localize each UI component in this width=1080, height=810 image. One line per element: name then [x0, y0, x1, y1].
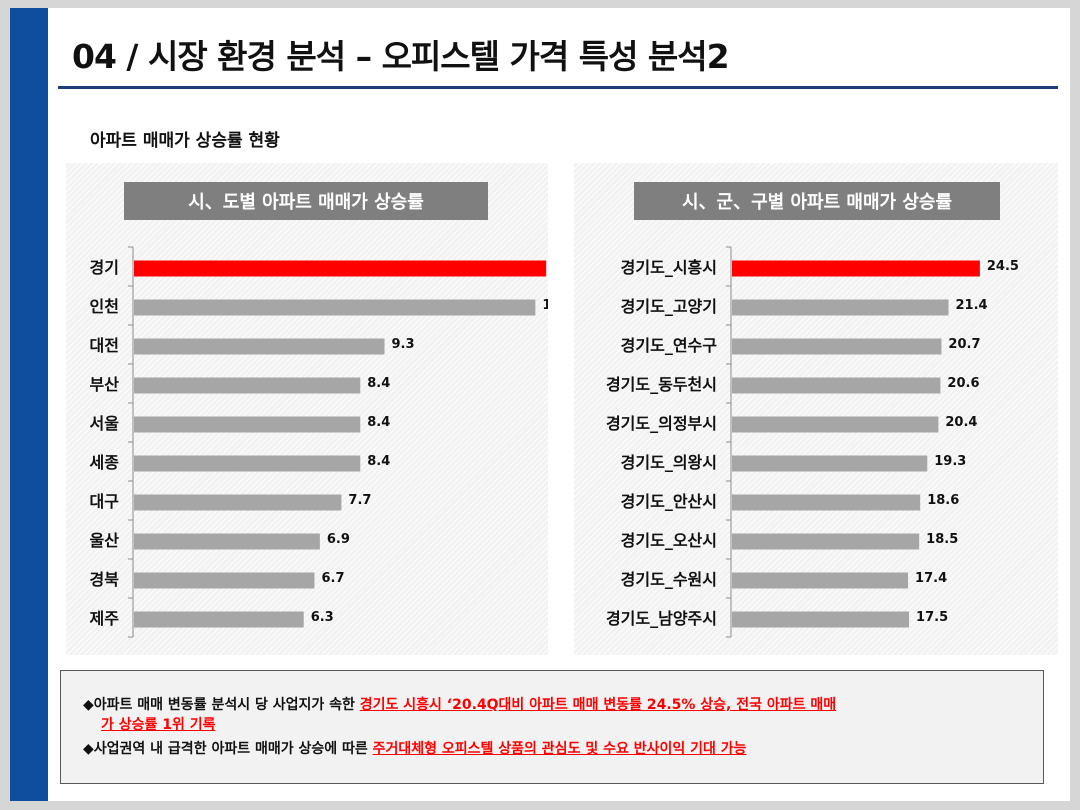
- summary-note-box: ◆아파트 매매 변동률 분석시 당 사업지가 속한 경기도 시흥시 ‘20.4Q…: [60, 670, 1044, 784]
- note-highlight: 경기도 시흥시 ‘20.4Q대비 아파트 매매 변동률 24.5% 상승, 전국…: [359, 697, 837, 713]
- category-label: 대전: [90, 336, 119, 355]
- chart-title: 시、군、구별 아파트 매매가 상승률: [634, 182, 1000, 220]
- bullet-icon: ◆: [83, 697, 94, 713]
- bar: [134, 611, 304, 628]
- bar: [732, 533, 920, 550]
- bar: [134, 260, 547, 277]
- data-label: 8.4: [367, 415, 390, 430]
- bar: [134, 416, 361, 433]
- category-label: 경기도_시흥시: [621, 258, 717, 277]
- category-label: 경기도_의왕시: [621, 453, 717, 472]
- note-line-1: ◆아파트 매매 변동률 분석시 당 사업지가 속한 경기도 시흥시 ‘20.4Q…: [83, 695, 1033, 735]
- data-label: 7.7: [348, 493, 371, 508]
- data-label: 9.3: [392, 337, 415, 352]
- note-text: 아파트 매매 변동률 분석시 당 사업지가 속한: [93, 697, 360, 713]
- category-label: 인천: [90, 297, 119, 316]
- note-highlight-continued: 가 상승률 1위 기록: [101, 717, 216, 733]
- bar: [134, 377, 361, 394]
- category-label: 제주: [90, 609, 120, 628]
- bar: [732, 455, 928, 472]
- category-label: 경북: [90, 570, 120, 589]
- data-label: 17.5: [916, 610, 948, 625]
- category-label: 경기: [90, 258, 119, 277]
- data-label: 6.9: [327, 532, 350, 547]
- category-label: 부산: [90, 375, 120, 394]
- bar: [732, 611, 910, 628]
- data-label: 19.3: [934, 454, 966, 469]
- section-subtitle: 아파트 매매가 상승률 현황: [90, 131, 280, 151]
- category-label: 경기도_고양기: [621, 297, 717, 316]
- category-label: 경기도_수원시: [621, 570, 717, 589]
- bar-chart-province: 경기15.3인천14.9대전9.3부산8.4서울8.4세종8.4대구7.7울산6…: [90, 246, 548, 638]
- category-label: 경기도_안산시: [621, 492, 717, 511]
- bar: [732, 260, 980, 277]
- data-label: 18.6: [927, 493, 959, 508]
- bar: [732, 299, 949, 316]
- data-label: 21.4: [956, 298, 988, 313]
- category-label: 울산: [90, 531, 120, 550]
- chart-panel-district: 시、군、구별 아파트 매매가 상승률 경기도_시흥시 24.5 경기도_고양기 21.…: [574, 163, 1058, 655]
- data-label: 18.5: [926, 532, 958, 547]
- category-label: 경기도_연수구: [621, 336, 718, 355]
- category-label: 경기도_남양주시: [606, 609, 717, 628]
- left-accent-bar: [10, 8, 48, 801]
- note-highlight: 주거대체형 오피스텔 상품의 관심도 및 수요 반사이익 기대 가능: [372, 741, 747, 757]
- note-text: 사업권역 내 급격한 아파트 매매가 상승에 따른: [93, 741, 373, 757]
- category-label: 세종: [90, 453, 120, 472]
- bar-chart-district: 경기도_시흥시 24.5 경기도_고양기 21.4 경기도_연수구 20.7 경기도_동두천…: [606, 246, 1019, 638]
- data-label: 20.4: [945, 415, 977, 430]
- category-label: 경기도_의정부시: [606, 414, 717, 433]
- bullet-icon: ◆: [83, 741, 94, 757]
- bar: [134, 455, 361, 472]
- bar: [732, 377, 941, 394]
- page-title: 04 / 시장 환경 분석 – 오피스텔 가격 특성 분석2: [72, 37, 730, 76]
- bar: [732, 338, 942, 355]
- chart-panel-province: 시、도별 아파트 매매가 상승률 경기15.3인천14.9대전9.3부산8.4서…: [66, 163, 548, 655]
- bar: [732, 494, 921, 511]
- data-label: 20.7: [948, 337, 980, 352]
- bar: [732, 416, 939, 433]
- bar: [134, 299, 536, 316]
- bar: [134, 572, 315, 589]
- bar: [134, 494, 342, 511]
- bar: [134, 338, 385, 355]
- data-label: 6.3: [311, 610, 334, 625]
- title-underline: [58, 86, 1058, 89]
- chart-title: 시、도별 아파트 매매가 상승률: [124, 182, 488, 220]
- category-label: 경기도_동두천시: [606, 375, 717, 394]
- bar: [732, 572, 909, 589]
- data-label: 8.4: [367, 454, 390, 469]
- category-label: 대구: [90, 492, 120, 511]
- data-label: 6.7: [321, 571, 344, 586]
- category-label: 경기도_오산시: [621, 531, 717, 550]
- data-label: 17.4: [915, 571, 947, 586]
- data-label: 14.9: [542, 298, 548, 313]
- category-label: 서울: [90, 414, 120, 433]
- bar: [134, 533, 320, 550]
- data-label: 8.4: [367, 376, 390, 391]
- data-label: 24.5: [987, 259, 1019, 274]
- data-label: 20.6: [947, 376, 979, 391]
- note-line-2: ◆사업권역 내 급격한 아파트 매매가 상승에 따른 주거대체형 오피스텔 상품…: [83, 739, 1033, 759]
